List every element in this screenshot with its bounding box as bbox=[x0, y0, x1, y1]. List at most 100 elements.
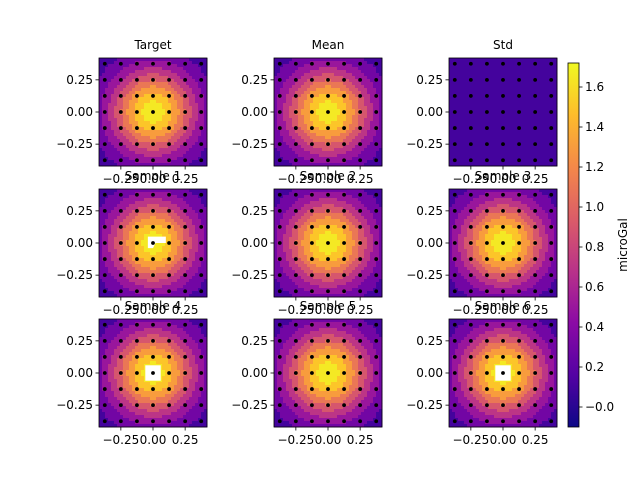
contour-cell bbox=[467, 100, 471, 104]
contour-cell bbox=[162, 198, 166, 202]
contour-cell bbox=[515, 127, 519, 131]
y-tick-label: −0.25 bbox=[231, 137, 268, 151]
contour-cell bbox=[138, 64, 142, 68]
contour-cell bbox=[328, 148, 332, 152]
contour-cell bbox=[379, 73, 383, 77]
y-tick-label: 0.00 bbox=[416, 105, 443, 119]
contour-cell bbox=[135, 264, 139, 268]
contour-cell bbox=[373, 139, 377, 143]
contour-cell bbox=[138, 154, 142, 158]
contour-cell bbox=[165, 109, 169, 113]
contour-cell bbox=[123, 91, 127, 95]
contour-cell bbox=[162, 73, 166, 77]
contour-cell bbox=[111, 252, 115, 256]
contour-cell bbox=[108, 79, 112, 83]
contour-cell bbox=[349, 127, 353, 131]
contour-cell bbox=[491, 94, 495, 98]
contour-cell bbox=[316, 94, 320, 98]
contour-cell bbox=[120, 88, 124, 92]
contour-cell bbox=[105, 127, 109, 131]
contour-cell bbox=[144, 127, 148, 131]
contour-cell bbox=[352, 151, 356, 155]
contour-cell bbox=[171, 100, 175, 104]
contour-cell bbox=[500, 124, 504, 128]
contour-cell bbox=[367, 115, 371, 119]
contour-cell bbox=[171, 112, 175, 116]
contour-cell bbox=[192, 70, 196, 74]
contour-cell bbox=[174, 64, 178, 68]
contour-cell bbox=[331, 160, 335, 164]
contour-cell bbox=[180, 157, 184, 161]
contour-cell bbox=[554, 121, 558, 125]
contour-cell bbox=[144, 82, 148, 86]
contour-cell bbox=[467, 112, 471, 116]
contour-cell bbox=[461, 163, 465, 167]
contour-cell bbox=[497, 118, 501, 122]
contour-cell bbox=[159, 255, 163, 259]
contour-cell bbox=[126, 282, 130, 286]
contour-cell bbox=[346, 106, 350, 110]
contour-cell bbox=[464, 103, 468, 107]
contour-cell bbox=[186, 61, 190, 65]
contour-cell bbox=[204, 148, 208, 152]
contour-cell bbox=[156, 121, 160, 125]
contour-cell bbox=[192, 118, 196, 122]
contour-cell bbox=[120, 246, 124, 250]
contour-cell bbox=[515, 91, 519, 95]
contour-cell bbox=[114, 201, 118, 205]
contour-cell bbox=[123, 112, 127, 116]
contour-cell bbox=[527, 70, 531, 74]
contour-cell bbox=[497, 61, 501, 65]
contour-cell bbox=[132, 291, 136, 295]
contour-cell bbox=[527, 61, 531, 65]
contour-cell bbox=[497, 91, 501, 95]
contour-cell bbox=[379, 154, 383, 158]
contour-cell bbox=[455, 112, 459, 116]
contour-cell bbox=[458, 58, 462, 62]
contour-cell bbox=[548, 160, 552, 164]
contour-cell bbox=[518, 73, 522, 77]
contour-cell bbox=[527, 64, 531, 68]
contour-cell bbox=[512, 127, 516, 131]
contour-cell bbox=[105, 145, 109, 149]
contour-cell bbox=[280, 79, 284, 83]
contour-cell bbox=[461, 112, 465, 116]
contour-cell bbox=[554, 148, 558, 152]
contour-cell bbox=[102, 97, 106, 101]
contour-cell bbox=[177, 118, 181, 122]
contour-cell bbox=[159, 160, 163, 164]
contour-cell bbox=[120, 118, 124, 122]
contour-cell bbox=[274, 148, 278, 152]
contour-cell bbox=[373, 70, 377, 74]
contour-cell bbox=[138, 195, 142, 199]
contour-cell bbox=[304, 154, 308, 158]
contour-cell bbox=[376, 163, 380, 167]
contour-cell bbox=[147, 133, 151, 137]
contour-cell bbox=[452, 139, 456, 143]
contour-cell bbox=[183, 148, 187, 152]
contour-cell bbox=[201, 91, 205, 95]
contour-cell bbox=[108, 91, 112, 95]
contour-cell bbox=[114, 76, 118, 80]
contour-cell bbox=[168, 234, 172, 238]
contour-cell bbox=[497, 160, 501, 164]
contour-cell bbox=[313, 79, 317, 83]
contour-cell bbox=[521, 121, 525, 125]
contour-cell bbox=[370, 91, 374, 95]
contour-cell bbox=[171, 213, 175, 217]
contour-cell bbox=[126, 240, 130, 244]
contour-cell bbox=[316, 109, 320, 113]
station-point bbox=[199, 61, 204, 66]
contour-cell bbox=[105, 273, 109, 277]
contour-cell bbox=[319, 73, 323, 77]
contour-cell bbox=[295, 82, 299, 86]
contour-cell bbox=[367, 88, 371, 92]
contour-cell bbox=[117, 61, 121, 65]
contour-cell bbox=[171, 243, 175, 247]
contour-cell bbox=[515, 124, 519, 128]
contour-cell bbox=[111, 58, 115, 62]
station-point bbox=[183, 94, 188, 98]
contour-cell bbox=[132, 154, 136, 158]
contour-cell bbox=[126, 261, 130, 265]
contour-cell bbox=[506, 151, 510, 155]
